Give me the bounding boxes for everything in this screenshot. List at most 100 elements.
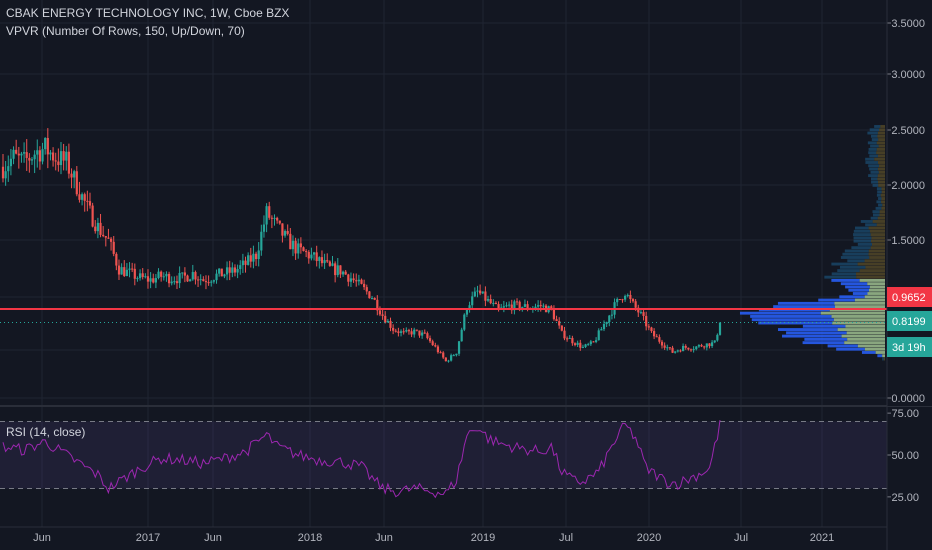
candle <box>252 245 255 269</box>
candle <box>687 347 690 351</box>
price-tag: 0.9652 <box>887 287 932 307</box>
candle <box>339 265 342 279</box>
time-axis-bg[interactable] <box>0 527 932 550</box>
candle <box>405 327 408 333</box>
candle <box>592 341 595 343</box>
price-axis-label: 2.0000 <box>891 180 925 192</box>
candle <box>218 268 221 277</box>
volume-profile-row <box>777 328 885 331</box>
candle <box>605 321 608 328</box>
candle <box>384 311 387 324</box>
volume-profile-row <box>851 246 885 250</box>
candle <box>109 237 113 251</box>
candle <box>368 291 371 299</box>
candle <box>479 284 482 296</box>
candle <box>708 343 711 349</box>
volume-profile-row <box>853 229 885 233</box>
candle <box>660 339 664 349</box>
candle <box>212 279 215 284</box>
candle <box>381 309 384 320</box>
volume-profile-row <box>870 134 885 138</box>
candle <box>431 339 434 346</box>
candle <box>700 343 703 348</box>
candle <box>67 143 71 179</box>
rsi-axis[interactable]: 75.00 50.00 25.00 <box>887 407 932 527</box>
candle <box>305 249 308 258</box>
candle <box>112 235 115 257</box>
candle <box>181 272 184 279</box>
time-axis-label: Jun <box>375 532 393 544</box>
candle <box>718 322 722 336</box>
volume-profile-row <box>875 206 885 210</box>
candle <box>189 278 192 282</box>
candle <box>4 160 7 186</box>
candle <box>291 235 295 257</box>
candle <box>428 335 432 344</box>
vpvr-legend[interactable]: VPVR (Number Of Rows, 150, Up/Down, 70) <box>6 24 245 38</box>
candle <box>373 297 376 301</box>
candle <box>674 351 677 354</box>
candle <box>210 280 213 287</box>
candle <box>713 340 716 344</box>
candle <box>426 331 429 340</box>
time-axis-label: 2017 <box>136 532 160 544</box>
time-axis-label: Jun <box>204 532 222 544</box>
volume-profile-row <box>878 197 885 200</box>
candle <box>392 324 395 335</box>
candle <box>439 350 442 354</box>
candle <box>320 250 324 267</box>
rsi-legend[interactable]: RSI (14, close) <box>6 425 86 439</box>
volume-profile-row <box>847 259 885 263</box>
candle <box>154 273 157 289</box>
candle <box>54 152 57 171</box>
candle <box>386 318 389 323</box>
candle <box>468 301 471 313</box>
volume-profile-row <box>868 151 885 155</box>
candle <box>165 271 168 282</box>
candle <box>486 295 490 303</box>
volume-profile-row <box>877 354 885 358</box>
svg-text:0.9652: 0.9652 <box>892 292 926 304</box>
candle <box>25 139 28 171</box>
candle <box>642 308 645 321</box>
candle <box>323 253 326 269</box>
candle <box>33 150 36 174</box>
candle <box>244 256 247 273</box>
candle <box>146 269 150 289</box>
rsi-axis-bg[interactable] <box>887 407 932 527</box>
volume-profile-row <box>773 305 885 309</box>
candle <box>579 339 582 351</box>
candle <box>294 237 297 260</box>
volume-profile-row <box>868 164 885 168</box>
candle <box>510 299 513 314</box>
candle <box>254 251 258 266</box>
candle <box>394 328 397 333</box>
candle <box>223 273 226 279</box>
volume-profile-row <box>868 147 885 151</box>
volume-profile-row <box>758 321 885 325</box>
candle <box>202 276 205 282</box>
candle <box>587 342 590 346</box>
horizontal-line[interactable] <box>0 308 887 323</box>
rsi-axis-label: 25.00 <box>891 492 919 504</box>
volume-profile-row <box>844 249 885 253</box>
candle <box>133 263 136 286</box>
candle <box>370 295 374 300</box>
candle <box>418 330 421 338</box>
volume-profile-row <box>751 318 885 322</box>
price-axis-label: 0.0000 <box>891 393 925 405</box>
volume-profile-row <box>750 315 885 318</box>
candle <box>407 328 411 335</box>
candle <box>484 286 487 307</box>
candle <box>447 359 450 363</box>
candle <box>389 317 392 332</box>
candle <box>378 306 382 317</box>
candle <box>450 353 453 362</box>
volume-profile-row <box>777 301 885 305</box>
candle <box>273 214 276 226</box>
candle <box>15 139 18 155</box>
candle <box>7 155 10 182</box>
candle <box>347 273 350 287</box>
